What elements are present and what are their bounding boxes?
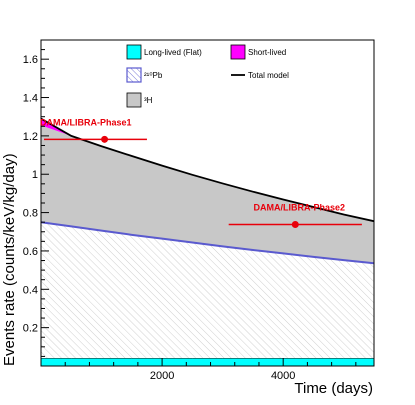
y-tick-label: 0.4 <box>23 284 38 296</box>
y-tick-label: 0.8 <box>23 208 38 220</box>
x-tick-label: 4000 <box>271 370 295 382</box>
y-tick-label: 0.2 <box>23 323 38 335</box>
total-model-line <box>41 117 374 223</box>
legend: Long-lived (Flat) Short-lived ²¹⁰Pb Total m… <box>126 44 289 108</box>
legend-entry-pb: ²¹⁰Pb <box>126 67 163 83</box>
measurement-1: DAMA/LIBRA-Phase1 <box>40 117 147 143</box>
y-tick-label: 0.6 <box>23 246 38 258</box>
tritium-band <box>41 125 374 264</box>
legend-swatch <box>230 44 246 60</box>
legend-entry-flat: Long-lived (Flat) <box>126 44 202 60</box>
measurement-point <box>291 220 299 228</box>
measurement-label: DAMA/LIBRA-Phase1 <box>40 117 132 127</box>
legend-label: ³H <box>144 96 153 105</box>
measurement-label: DAMA/LIBRA-Phase2 <box>254 202 346 212</box>
x-tick-label: 2000 <box>150 370 174 382</box>
measurement-2: DAMA/LIBRA-Phase2 <box>228 202 362 228</box>
measurements: DAMA/LIBRA-Phase1 DAMA/LIBRA-Phase2 <box>40 117 362 228</box>
legend-entry-short: Short-lived <box>230 44 286 60</box>
legend-label: Total model <box>248 71 289 80</box>
pb210-hatch-area <box>41 222 374 366</box>
y-tick-label: 1.4 <box>23 93 38 105</box>
y-tick-label: 1.6 <box>23 54 38 66</box>
legend-swatch <box>126 92 142 108</box>
y-axis-title: Events rate (counts/keV/kg/day) <box>1 153 18 366</box>
measurement-point <box>101 135 109 143</box>
pb210-line <box>41 221 374 265</box>
axes: 2000 4000 0.2 0.4 0.6 0.8 1 1.2 1.4 1.6 <box>23 49 357 382</box>
legend-label: Long-lived (Flat) <box>144 48 202 57</box>
legend-label: Short-lived <box>248 48 286 57</box>
y-tick-label: 1.2 <box>23 131 38 143</box>
x-axis-title: Time (days) <box>294 380 373 397</box>
plot-area <box>41 117 374 366</box>
legend-label: ²¹⁰Pb <box>144 71 163 80</box>
legend-swatch <box>126 67 142 83</box>
legend-entry-h3: ³H <box>126 92 153 108</box>
y-tick-label: 1 <box>32 169 38 181</box>
legend-swatch <box>126 44 142 60</box>
legend-entry-total: Total model <box>231 71 289 80</box>
long-lived-flat-band <box>41 358 374 366</box>
